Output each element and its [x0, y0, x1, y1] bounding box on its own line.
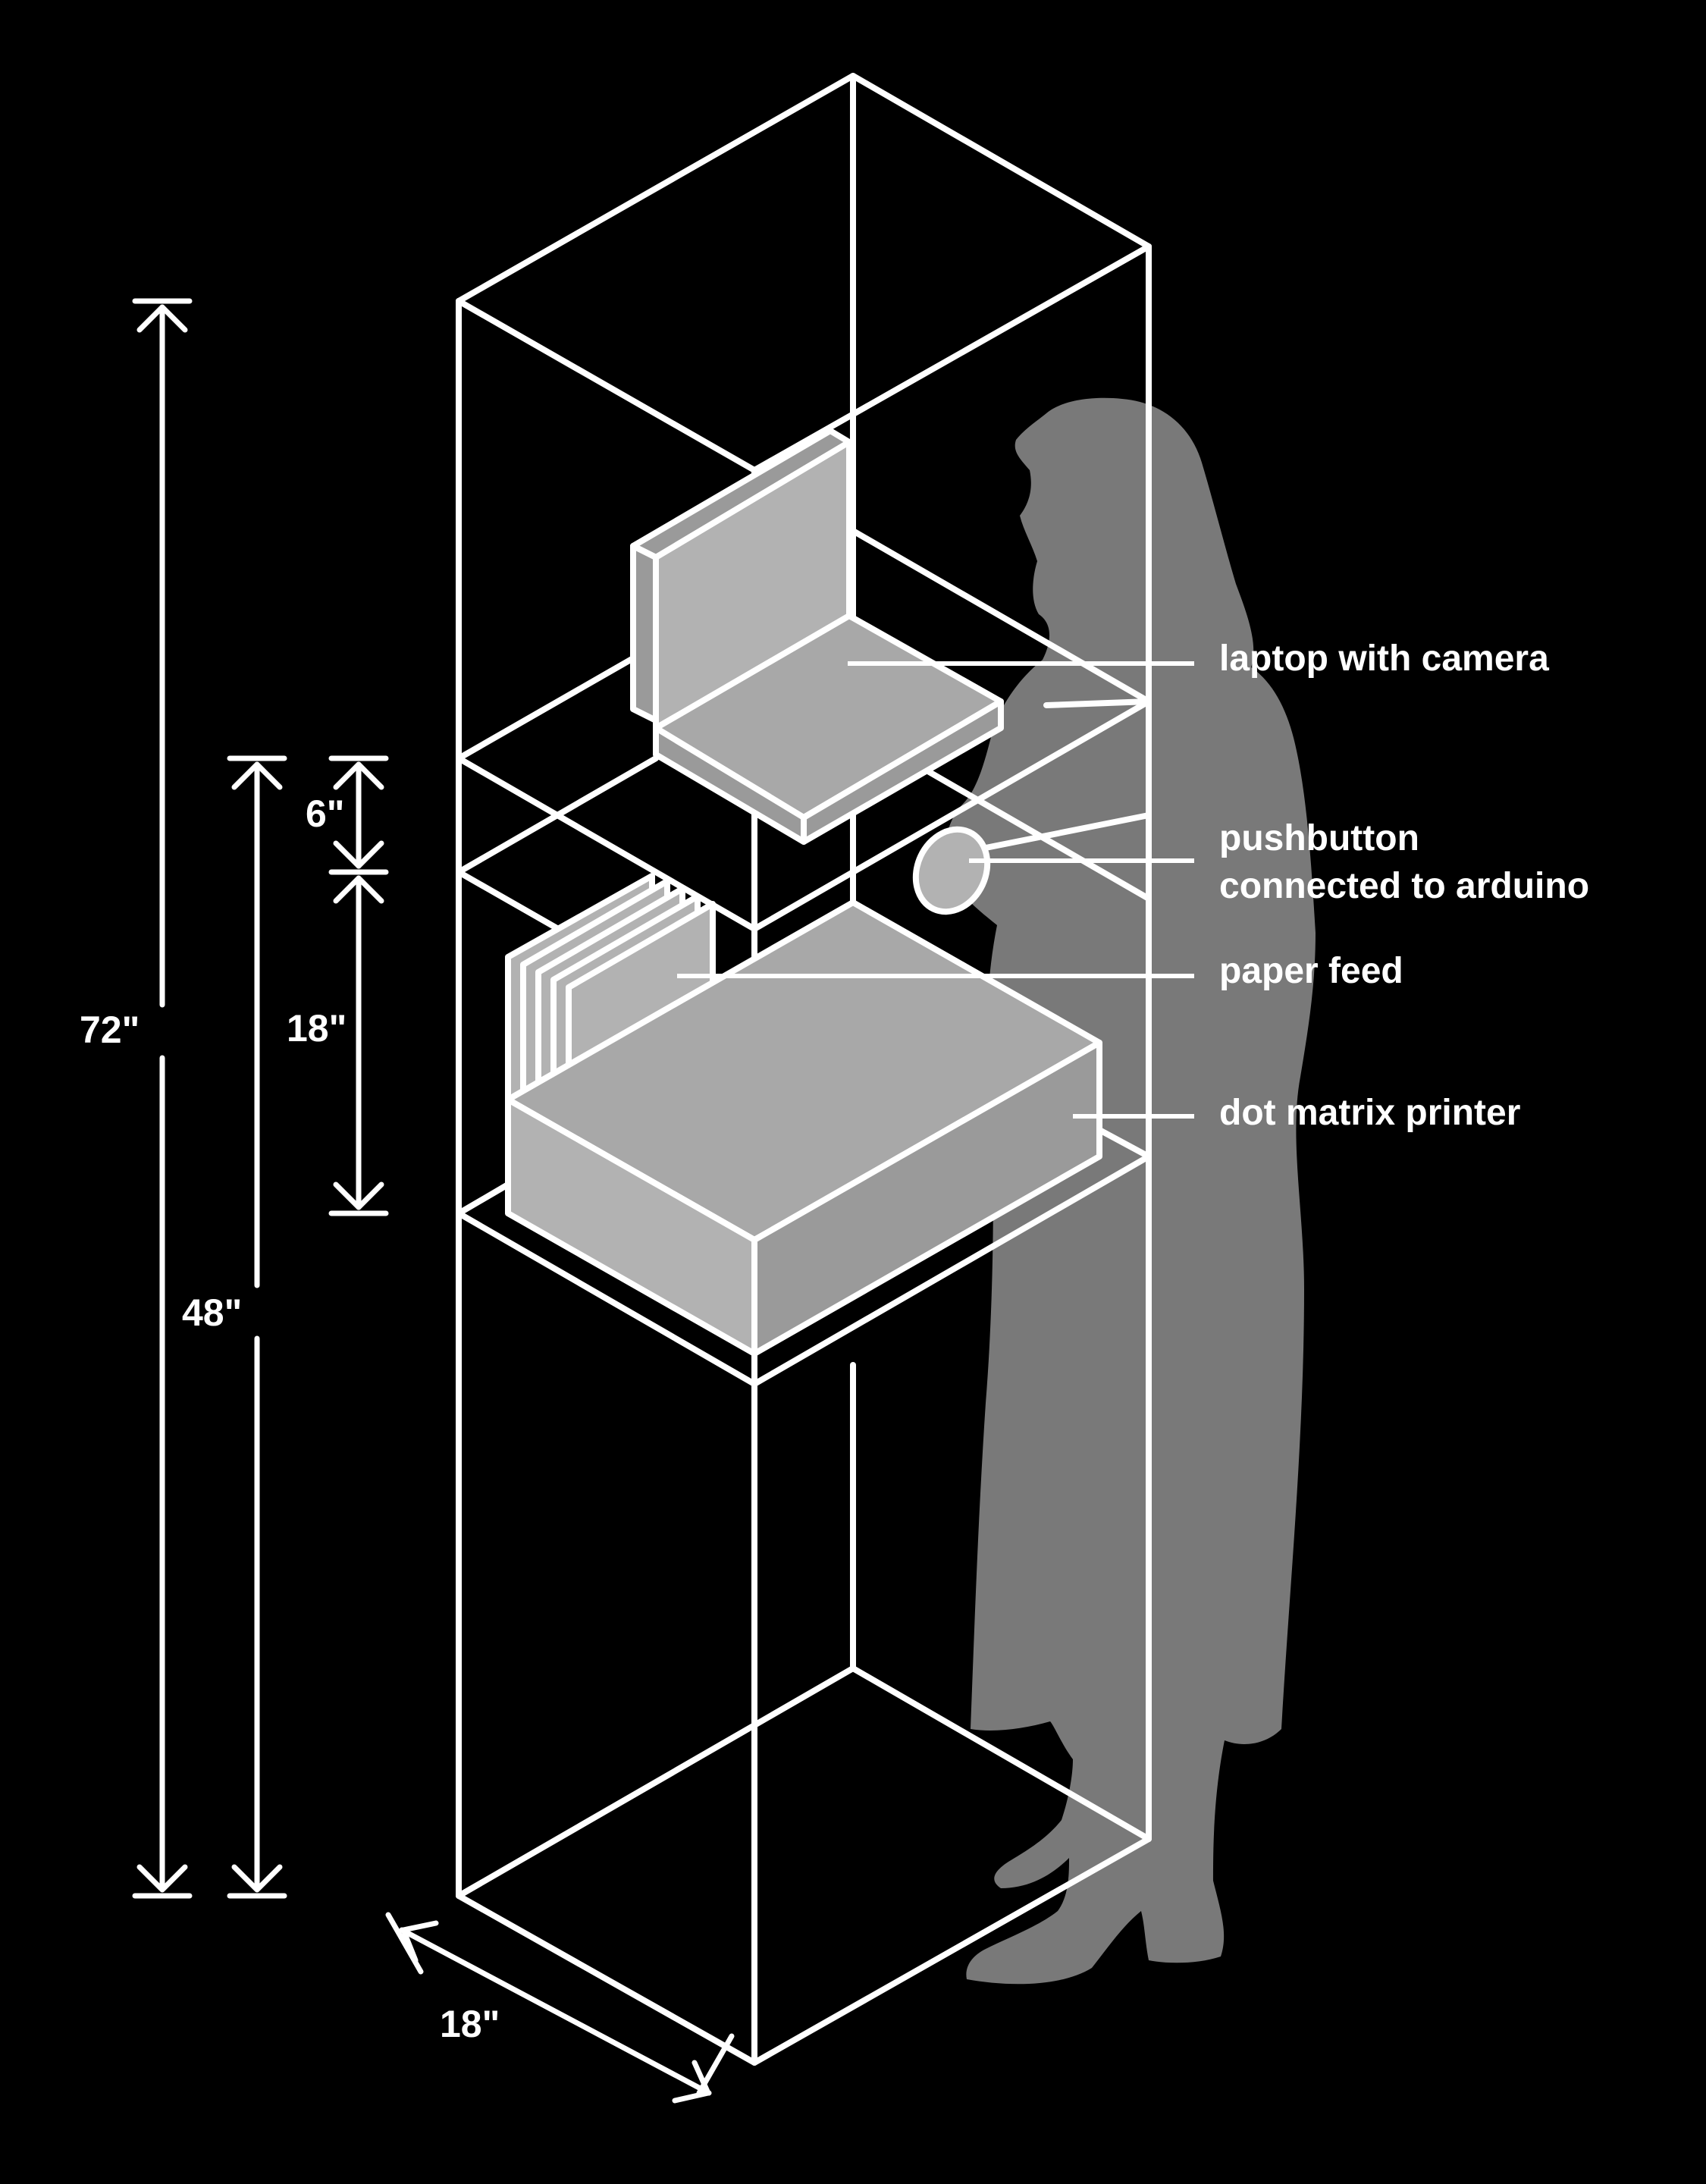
person-silhouette-icon — [945, 397, 1316, 1985]
dimension-18-depth-label: 18" — [440, 2003, 500, 2045]
laptop-icon — [630, 428, 1004, 845]
kiosk-frame — [456, 73, 1152, 2066]
laptop-callout-label: laptop with camera — [1219, 639, 1549, 679]
dimension-72-label: 72" — [80, 1009, 140, 1051]
dimension-18-depth-arrow — [385, 1912, 735, 2104]
dimension-48-label: 48" — [182, 1291, 243, 1334]
printer-callout-label: dot matrix printer — [1219, 1093, 1521, 1133]
dimension-6-arrow — [328, 755, 389, 875]
dimension-6-label: 6" — [306, 792, 345, 835]
dimension-18-vertical-arrow — [328, 875, 389, 1216]
dimension-18-vertical-label: 18" — [287, 1007, 347, 1050]
dimension-72-arrow — [132, 298, 193, 1899]
dimension-48-arrow — [227, 755, 287, 1899]
pushbutton-callout-label-line1: pushbutton — [1219, 818, 1419, 858]
pushbutton-callout-label-line2: connected to arduino — [1219, 866, 1590, 906]
paper-feed-callout-label: paper feed — [1219, 951, 1403, 991]
pushbutton-icon — [912, 826, 991, 915]
printer-icon — [505, 873, 1102, 1357]
